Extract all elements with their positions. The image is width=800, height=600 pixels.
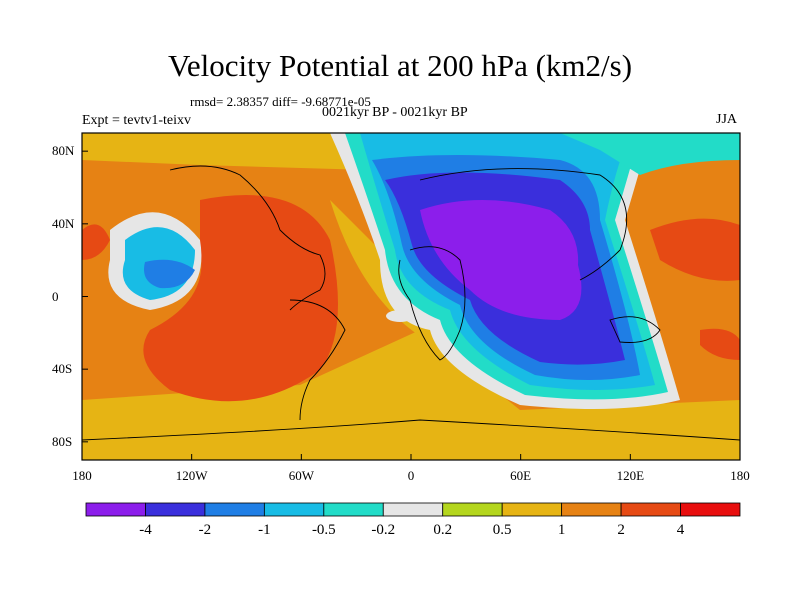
lon-label: 120E (616, 468, 645, 483)
colorbar-swatch (85, 502, 146, 517)
stats-text: rmsd= 2.38357 diff= -9.68771e-05 (190, 94, 371, 109)
lon-label: 180 (730, 468, 750, 483)
field-west-high (82, 224, 110, 260)
field-sw-pacific-high (700, 328, 740, 360)
lat-label: 40N (52, 215, 75, 231)
experiment-label: Expt = tevtv1-teixv (82, 113, 191, 128)
colorbar-swatch (680, 502, 741, 517)
colorbar-swatch (501, 502, 563, 517)
coast-africa (398, 246, 466, 361)
field-arctic-low (560, 133, 740, 175)
colorbar-label: 0.2 (433, 522, 453, 538)
field-pacific-low-core (144, 259, 195, 289)
colorbar-swatch (323, 502, 384, 517)
axis-ticks (81, 150, 741, 460)
colorbar-swatch (620, 502, 681, 517)
lon-label: 60E (510, 468, 532, 483)
lat-label: 80S (52, 433, 73, 449)
coast-south-america (289, 299, 346, 421)
field-south-positive (82, 330, 740, 460)
field-east-min (420, 200, 582, 320)
field-atlantic-zero (386, 310, 414, 322)
colorbar-label: -4 (139, 522, 152, 538)
coast-antarctica (82, 419, 740, 441)
colorbar-swatch (442, 502, 503, 517)
colorbar-label: -0.2 (371, 522, 396, 538)
colorbar (85, 502, 741, 517)
coastlines (82, 165, 740, 441)
field-arctic-positive (82, 133, 380, 170)
coast-australia (609, 316, 661, 343)
colorbar-label: 2 (617, 522, 625, 538)
colorbar-swatch (263, 502, 325, 517)
colorbar-swatch (145, 502, 206, 517)
contour-field (82, 133, 740, 460)
colorbar-label: 1 (557, 522, 566, 538)
lon-label: 120W (175, 468, 208, 483)
period-label: 0021kyr BP - 0021kyr BP (322, 105, 468, 120)
lon-label: 0 (407, 468, 415, 483)
colorbar-swatch (382, 502, 444, 517)
coast-north-america (169, 165, 326, 311)
colorbar-swatch (204, 502, 265, 517)
season-label: JJA (716, 112, 738, 127)
colorbar-label: -0.5 (311, 522, 336, 538)
lon-label: 180 (72, 468, 92, 483)
colorbar-label: 0.5 (492, 522, 512, 538)
lon-label: 60W (288, 468, 314, 483)
colorbar-label: -1 (258, 522, 271, 538)
lat-label: 80N (52, 143, 75, 159)
lat-label: 40S (52, 361, 73, 377)
lat-label: 0 (52, 288, 59, 304)
field-americas-high (143, 195, 338, 402)
coast-eurasia (419, 168, 628, 281)
field-pacific-high (650, 218, 740, 281)
colorbar-label: 4 (676, 522, 685, 538)
map-title: Velocity Potential at 200 hPa (km2/s) (167, 48, 633, 83)
colorbar-label: -2 (198, 522, 212, 538)
colorbar-swatch (561, 502, 622, 517)
